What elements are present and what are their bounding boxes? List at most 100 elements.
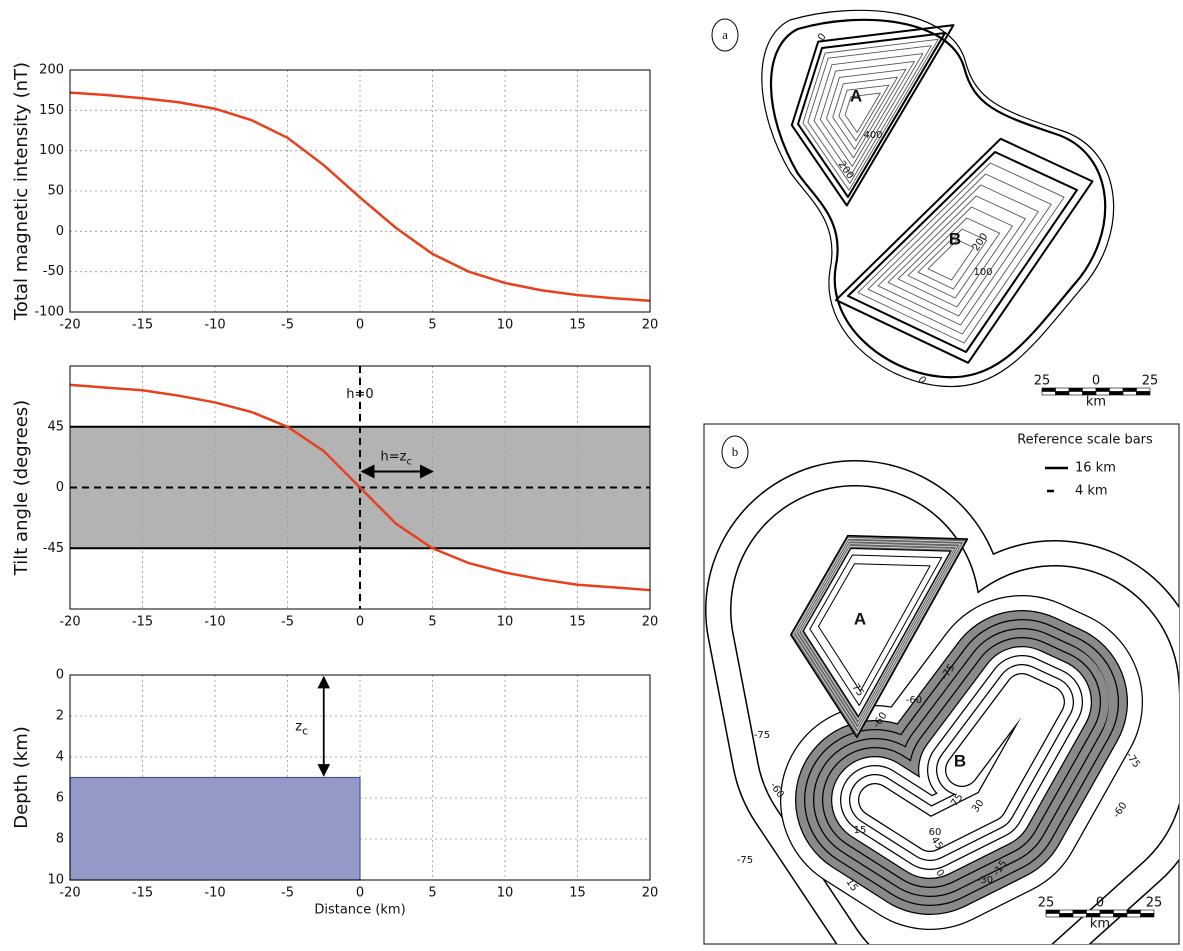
panel-label: b [732, 444, 739, 459]
y-tick-label: 4 [56, 750, 64, 765]
x-tick-label: 10 [497, 615, 514, 630]
x-tick-label: 15 [569, 615, 586, 630]
x-tick-label: -20 [59, 318, 80, 333]
y-axis-label: Total magnetic intensity (nT) [11, 62, 32, 321]
y-tick-label: 0 [56, 480, 64, 495]
scale-cell [1122, 387, 1137, 392]
x-tick-label: 10 [497, 318, 514, 333]
contour [793, 537, 965, 734]
panel-badge [711, 18, 739, 52]
x-tick-label: -10 [204, 615, 225, 630]
annotation-main: h=0 [346, 387, 373, 402]
y-tick-label: 10 [47, 873, 64, 888]
y-tick-label: 50 [47, 184, 64, 199]
y-axis-label: Depth (km) [11, 726, 32, 829]
annotation-main: z [295, 719, 302, 734]
y-tick-label: 0 [56, 224, 64, 239]
annotation: h=zc [381, 449, 412, 468]
map-b [705, 460, 1179, 944]
contour [826, 68, 907, 159]
x-tick-label: 5 [428, 886, 436, 901]
legend-label: 4 km [1075, 484, 1108, 499]
scale-cell [1086, 909, 1101, 914]
x-tick-label: 5 [428, 318, 436, 333]
x-tick-label: -15 [132, 318, 153, 333]
scale-cell [1072, 913, 1087, 918]
legend-label: 16 km [1075, 461, 1116, 476]
contour-label: 200 [836, 159, 856, 181]
plot-frame [69, 674, 651, 881]
scale-cell [1055, 391, 1070, 396]
contour-fill [859, 674, 1064, 851]
scale-cell [1041, 387, 1056, 392]
annotation: zc [295, 719, 308, 738]
x-tick-label: 5 [428, 615, 436, 630]
panel-badge [721, 435, 749, 469]
scale-unit: km [1090, 917, 1110, 932]
x-tick-label: -15 [132, 615, 153, 630]
contour [809, 554, 943, 706]
contour-label: 400 [863, 130, 882, 141]
contour [927, 239, 975, 281]
contour [790, 24, 955, 207]
y-tick-label: 150 [39, 103, 64, 118]
annotation: h=0 [346, 387, 373, 402]
scale-cell [1109, 391, 1124, 396]
scale-cell [1113, 909, 1128, 914]
panel-label: a [722, 27, 728, 42]
annotation-sub: c [406, 457, 412, 468]
x-tick-label: -10 [204, 886, 225, 901]
scale-cell [1059, 909, 1074, 914]
contour-label: -75 [754, 730, 770, 741]
contour-label: 0 [915, 375, 928, 387]
y-tick-label: 0 [56, 668, 64, 683]
map-a [761, 9, 1115, 388]
contour-fill [802, 547, 952, 718]
x-tick-label: -20 [59, 886, 80, 901]
scale-cell [1055, 387, 1070, 392]
scale-cell [1099, 909, 1114, 914]
contour-label: 100 [973, 267, 992, 278]
scale-tick-label: 0 [1092, 374, 1100, 389]
contour [832, 76, 898, 150]
contour [877, 184, 1039, 326]
scale-cell [1126, 913, 1141, 918]
y-tick-label: 8 [56, 832, 64, 847]
scale-cell [1136, 387, 1151, 392]
contour [761, 9, 1115, 388]
contour-label: 15 [854, 825, 867, 836]
body-outline [846, 151, 1079, 353]
y-tick-label: 2 [56, 709, 64, 724]
contour [835, 137, 1094, 364]
x-tick-label: 15 [569, 318, 586, 333]
scale-cell [1068, 387, 1083, 392]
scale-cell [1059, 913, 1074, 918]
contour-label: 60 [929, 827, 942, 838]
source-block [69, 776, 361, 881]
x-tick-label: 10 [497, 886, 514, 901]
x-tick-label: -5 [281, 318, 294, 333]
x-tick-label: -5 [281, 615, 294, 630]
x-tick-label: 15 [569, 886, 586, 901]
scale-cell [1136, 391, 1151, 396]
annotation-sub: c [302, 724, 308, 737]
contour-label: -30 [977, 875, 993, 886]
y-tick-label: -100 [34, 305, 64, 320]
body-outline [797, 32, 947, 199]
plot-frame [69, 365, 651, 610]
contour [798, 543, 958, 725]
scale-cell [1140, 909, 1155, 914]
contour-label: -60 [906, 695, 922, 706]
x-tick-label: -10 [204, 318, 225, 333]
scale-cell [1045, 913, 1060, 918]
contour [857, 162, 1065, 344]
scale-tick-label: 25 [1034, 374, 1051, 389]
plot-frame [69, 69, 651, 313]
scale-cell [1113, 913, 1128, 918]
region-label: A [850, 86, 862, 105]
y-tick-label: 6 [56, 791, 64, 806]
annotation-main: h=z [381, 449, 407, 464]
scale-cell [1122, 391, 1137, 396]
x-tick-label: 0 [356, 318, 364, 333]
